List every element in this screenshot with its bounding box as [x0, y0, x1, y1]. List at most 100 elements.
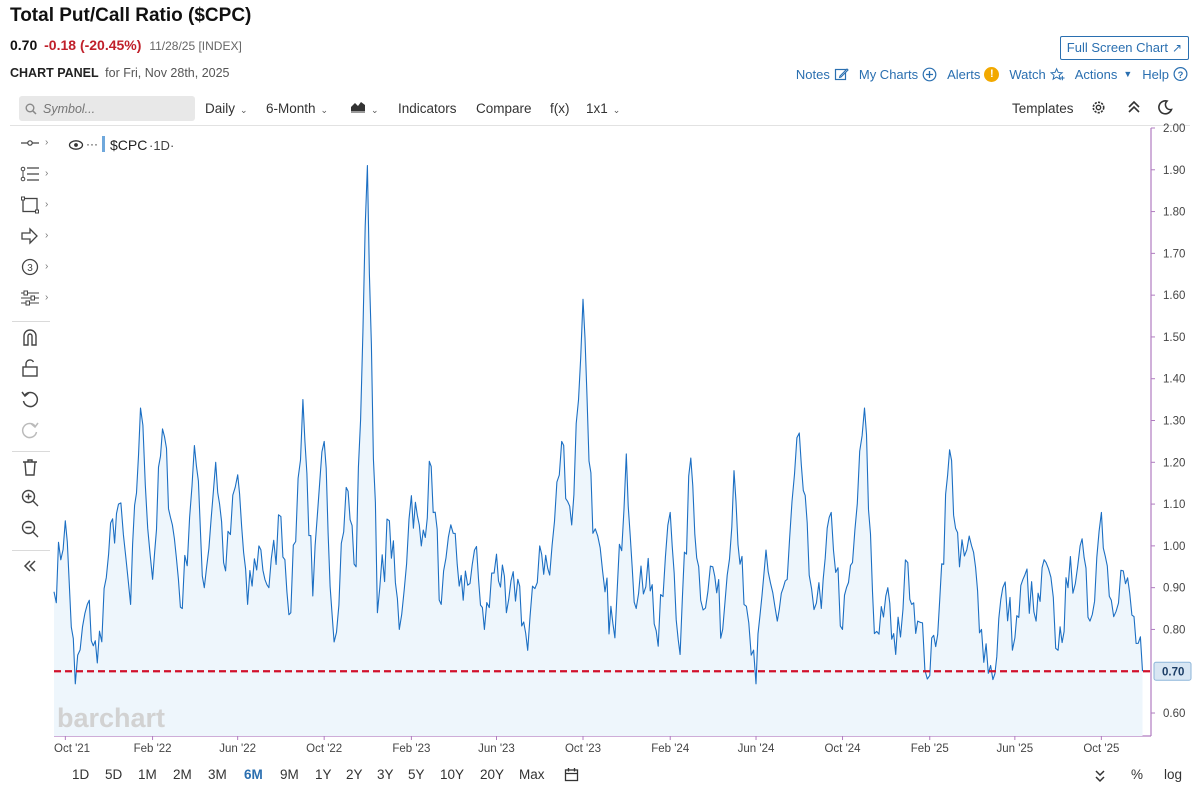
svg-text:?: ? — [1178, 70, 1184, 80]
layout-select[interactable]: 1x1 ⌄ — [586, 101, 620, 116]
chevron-down-icon: ⌄ — [320, 105, 329, 115]
undo-button[interactable] — [20, 390, 42, 412]
expand-arrow-icon: ↗ — [1171, 41, 1182, 55]
sidebar-divider — [12, 550, 50, 551]
series-line-layer — [53, 165, 1144, 685]
percent-scale-toggle[interactable]: % — [1131, 767, 1144, 782]
timeframe-1d[interactable]: 1D — [72, 767, 90, 782]
timeframe-1m[interactable]: 1M — [138, 767, 157, 782]
unlock-icon — [20, 358, 40, 383]
actions-label: Actions — [1074, 66, 1118, 82]
my-charts-button[interactable]: My Charts — [859, 67, 937, 82]
rectangle-tool[interactable]: › — [20, 196, 48, 219]
arrow-tool[interactable]: › — [20, 226, 48, 249]
chart-toolbar: Daily ⌄ 6-Month ⌄ ⌄ Indicators Compare f(x… — [10, 94, 1190, 126]
templates-button[interactable]: Templates — [1012, 101, 1074, 116]
crosshair-icon — [20, 134, 40, 157]
y-tick-label: 1.40 — [1163, 374, 1185, 386]
actions-menu[interactable]: Actions ▼ — [1075, 67, 1133, 82]
calendar-icon[interactable] — [564, 767, 579, 787]
quote-summary: 0.70 -0.18 (-20.45%) 11/28/25 [INDEX] — [10, 37, 242, 53]
double-chevron-down-icon[interactable] — [1094, 769, 1106, 788]
notes-label: Notes — [795, 66, 830, 82]
timeframe-1y[interactable]: 1Y — [315, 767, 332, 782]
counter-tool[interactable]: 3 › — [20, 258, 48, 280]
fibonacci-tool[interactable]: › — [20, 165, 48, 187]
symbol-search-input[interactable] — [19, 96, 195, 121]
y-tick-label: 1.50 — [1163, 332, 1185, 344]
timeframe-6m[interactable]: 6M — [244, 767, 263, 782]
y-tick-label: 1.10 — [1163, 499, 1185, 511]
crosshair-tool[interactable]: › — [20, 134, 48, 157]
delete-button[interactable] — [20, 458, 42, 480]
timeframe-3m[interactable]: 3M — [208, 767, 227, 782]
visibility-eye-icon[interactable] — [68, 140, 84, 150]
range-select[interactable]: 6-Month ⌄ — [266, 101, 328, 116]
timeframe-3y[interactable]: 3Y — [377, 767, 394, 782]
help-circle-icon: ? — [1173, 67, 1188, 82]
rectangle-icon — [20, 196, 40, 219]
compare-button[interactable]: Compare — [476, 101, 532, 116]
timeframe-2m[interactable]: 2M — [173, 767, 192, 782]
zoom-out-button[interactable] — [20, 520, 42, 542]
magnet-tool[interactable] — [20, 328, 42, 350]
x-tick-label: Oct '21 — [54, 743, 90, 755]
area-fill — [54, 165, 1143, 737]
timeframe-5y[interactable]: 5Y — [408, 767, 425, 782]
timeframe-20y[interactable]: 20Y — [480, 767, 505, 782]
chevron-right-icon: › — [45, 292, 49, 303]
y-tick-label: 1.70 — [1163, 248, 1185, 260]
log-scale-toggle[interactable]: log — [1164, 767, 1183, 782]
counter-label: 3 — [27, 262, 33, 273]
timeframe-bar: 1D 5D 1M 2M 3M 6M 9M 1Y 2Y 3Y 5Y 10Y 20Y Max % log — [60, 766, 1190, 788]
y-tick-label: 1.80 — [1163, 207, 1185, 219]
x-tick-label: Feb '24 — [651, 743, 690, 755]
sidebar-divider — [12, 321, 50, 322]
alerts-button[interactable]: Alerts ! — [947, 66, 1000, 82]
trash-icon — [20, 457, 40, 482]
chevron-right-icon: › — [45, 261, 49, 272]
change-value: -0.18 (-20.45%) — [44, 37, 142, 53]
y-tick-label: 1.00 — [1163, 541, 1185, 553]
function-button[interactable]: f(x) — [550, 101, 570, 116]
more-options-icon[interactable]: ··· — [86, 137, 98, 151]
period-select[interactable]: Daily ⌄ — [205, 101, 248, 116]
panel-label: CHART PANEL — [10, 66, 99, 80]
my-charts-label: My Charts — [858, 66, 919, 82]
chevron-right-icon: › — [45, 199, 49, 210]
timeframe-9m[interactable]: 9M — [280, 767, 299, 782]
y-tick-label: 0.90 — [1163, 583, 1185, 595]
watch-button[interactable]: Watch — [1009, 67, 1065, 82]
lock-tool[interactable] — [20, 358, 42, 383]
alerts-label: Alerts — [947, 66, 981, 82]
indicators-button[interactable]: Indicators — [398, 101, 457, 116]
full-screen-chart-button[interactable]: Full Screen Chart ↗ — [1059, 36, 1189, 60]
y-tick-label: 1.30 — [1163, 416, 1185, 428]
collapse-sidebar-button[interactable] — [20, 557, 42, 579]
dark-mode-moon-icon[interactable] — [1157, 99, 1173, 120]
x-tick-label: Oct '23 — [565, 743, 601, 755]
chart-type-select[interactable]: ⌄ — [350, 99, 379, 116]
zoom-in-button[interactable] — [20, 489, 42, 511]
x-tick-label: Jun '22 — [219, 743, 256, 755]
settings-gear-icon[interactable] — [1090, 99, 1107, 121]
series-area — [54, 165, 1143, 737]
barchart-watermark: barchart — [57, 703, 165, 733]
help-label: Help — [1142, 66, 1169, 82]
pattern-tool[interactable]: › — [20, 289, 48, 311]
y-axis: 0.60 0.80 0.90 1.00 1.10 1.20 1.30 1.40 1.50 1.60… — [1151, 123, 1192, 720]
timeframe-2y[interactable]: 2Y — [346, 767, 363, 782]
help-button[interactable]: Help ? — [1142, 67, 1188, 82]
zoom-in-icon — [20, 488, 40, 513]
chevron-down-icon: ⌄ — [371, 105, 379, 115]
x-tick-label: Oct '24 — [824, 743, 861, 755]
timeframe-5d[interactable]: 5D — [105, 767, 123, 782]
timeframe-10y[interactable]: 10Y — [440, 767, 465, 782]
legend-color-swatch — [102, 136, 105, 152]
timeframe-max[interactable]: Max — [519, 767, 545, 782]
redo-button[interactable] — [20, 421, 42, 443]
page-title: Total Put/Call Ratio ($CPC) — [10, 5, 252, 26]
collapse-up-icon[interactable] — [1127, 99, 1141, 120]
notes-button[interactable]: Notes — [796, 67, 849, 82]
